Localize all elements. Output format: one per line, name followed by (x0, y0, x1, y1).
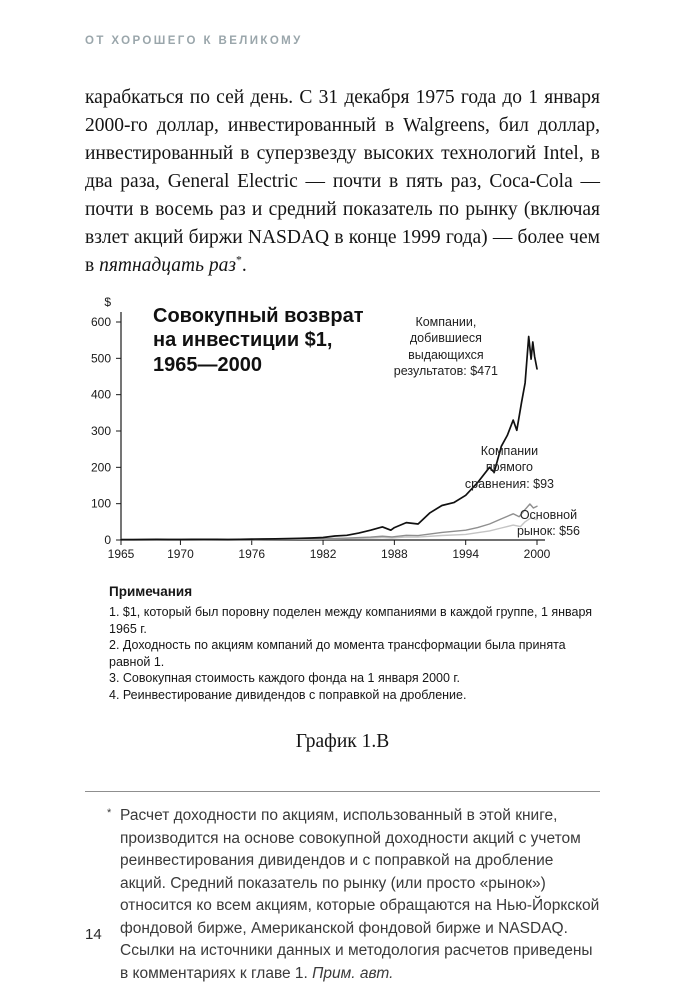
footnote-marker: * (235, 253, 242, 267)
notes-title: Примечания (109, 584, 193, 599)
svg-text:100: 100 (91, 497, 111, 511)
svg-text:1965: 1965 (108, 547, 135, 561)
note-item: 4. Реинвестирование дивидендов с поправк… (109, 687, 467, 702)
paragraph-text: карабкаться по сей день. С 31 декабря 19… (85, 87, 600, 276)
svg-text:1976: 1976 (238, 547, 265, 561)
svg-text:1988: 1988 (381, 547, 408, 561)
svg-text:1994: 1994 (452, 547, 479, 561)
running-header: ОТ ХОРОШЕГО К ВЕЛИКОМУ (85, 35, 303, 47)
footnote-body: Расчет доходности по акциям, использован… (120, 807, 600, 982)
svg-text:1982: 1982 (310, 547, 337, 561)
svg-text:$: $ (104, 295, 111, 309)
chart-title: Совокупный возврат на инвестиции $1, 196… (153, 305, 364, 376)
note-item: 2. Доходность по акциям компаний до моме… (109, 638, 566, 669)
footnote-section: * Расчет доходности по акциям, использов… (85, 791, 600, 985)
svg-text:600: 600 (91, 315, 111, 329)
note-item: 1. $1, который был поровну поделен между… (109, 605, 593, 636)
paragraph-period: . (241, 255, 247, 276)
chart-notes: Примечания 1. $1, который был поровну по… (85, 584, 600, 703)
svg-text:0: 0 (104, 533, 111, 547)
footnote-author-note: Прим. авт. (312, 964, 394, 982)
paragraph-italic-text: пятнадцать раз (99, 255, 236, 276)
figure-caption: График 1.В (295, 731, 390, 752)
svg-text:200: 200 (91, 460, 111, 474)
svg-text:300: 300 (91, 424, 111, 438)
chart-svg: $0 100 200 300 400 500 600 1965 1970 1976 1982 1988… (91, 295, 551, 561)
svg-text:400: 400 (91, 388, 111, 402)
svg-text:1970: 1970 (167, 547, 194, 561)
annotation-general-market: Основной рынок: $56 (516, 508, 580, 539)
footnote-text: Расчет доходности по акциям, использован… (120, 805, 600, 985)
annotation-comparison-companies: Компании прямого сравнения: $93 (464, 444, 554, 491)
note-item: 3. Совокупная стоимость каждого фонда на… (109, 671, 460, 685)
svg-text:500: 500 (91, 351, 111, 365)
page-number: 14 (85, 926, 102, 943)
chart-figure: $0 100 200 300 400 500 600 1965 1970 1976 1982 1988… (85, 292, 600, 570)
body-paragraph: карабкаться по сей день. С 31 декабря 19… (85, 84, 600, 280)
footnote-asterisk: * (107, 807, 112, 819)
annotation-great-companies: Компании, добившиеся выдающихся результа… (393, 315, 498, 378)
svg-text:2000: 2000 (524, 547, 551, 561)
